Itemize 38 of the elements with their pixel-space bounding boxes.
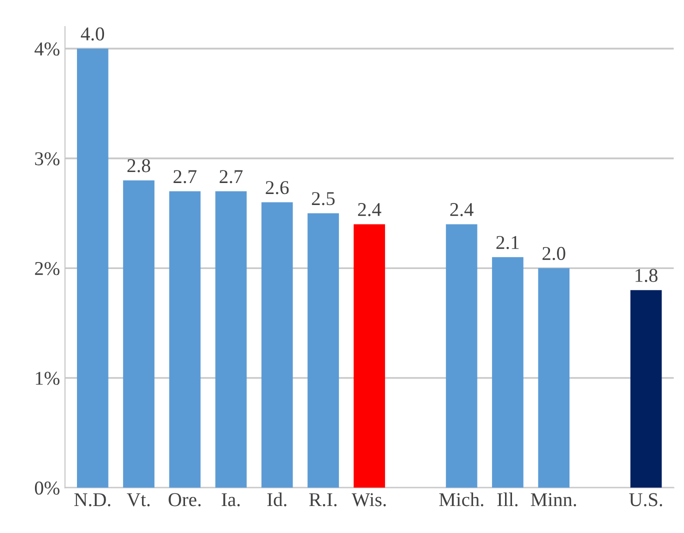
bar [169,191,201,488]
x-tick-label: Minn. [530,493,576,506]
bar [630,290,662,488]
bar [123,180,154,488]
x-tick-label: Ill. [497,492,518,506]
x-tick-label: Mich. [439,492,484,506]
x-tick-label: Ore. [168,493,201,506]
x-tick-label: N.D. [74,493,110,506]
bar [492,257,524,488]
bar [215,191,247,488]
data-label: 2.7 [174,170,196,184]
x-tick-label: Ia. [222,493,240,506]
x-tick-label: R.I. [309,493,337,506]
y-tick-label: 4% [34,42,60,56]
data-label: 2.4 [450,203,474,216]
bar [76,48,108,488]
y-tick-label: 1% [36,372,60,385]
y-tick-label: 2% [35,262,60,276]
data-label: 2.0 [542,246,566,260]
data-label: 1.8 [636,268,658,282]
data-label: 2.4 [358,203,382,216]
data-label: 2.1 [496,236,519,250]
data-label: 4.0 [80,27,104,41]
bar [308,213,339,488]
x-tick-label: Wis. [352,493,386,506]
data-label: 2.8 [127,159,150,172]
x-tick-label: U.S. [629,493,662,506]
bar [261,202,293,488]
y-tick-label: 3% [35,152,60,166]
bar [446,224,478,488]
x-tick-label: Vt. [126,493,150,506]
data-label: 2.5 [312,192,335,206]
data-label: 2.6 [266,181,289,194]
bar [538,268,570,488]
y-tick-label: 0% [34,482,60,495]
bar [354,224,386,488]
data-label: 2.7 [220,170,243,184]
x-tick-label: Id. [267,492,286,506]
